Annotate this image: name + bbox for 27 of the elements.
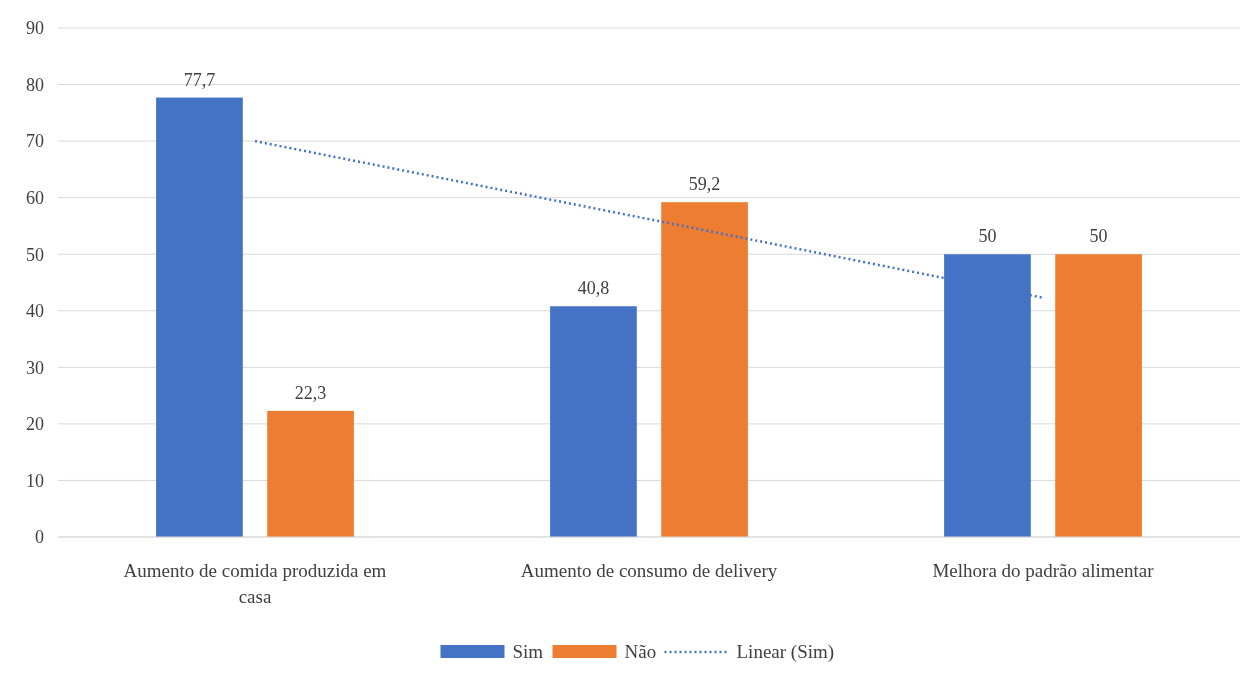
legend-label: Linear (Sim) bbox=[736, 641, 835, 663]
legend-label: Não bbox=[624, 641, 657, 662]
data-label: 22,3 bbox=[294, 382, 327, 403]
bar bbox=[267, 410, 354, 537]
y-tick-label: 30 bbox=[26, 357, 44, 378]
bar bbox=[1055, 254, 1142, 537]
y-tick-label: 0 bbox=[35, 527, 44, 548]
x-tick-label: Aumento de comida produzida em casa bbox=[123, 560, 387, 607]
y-tick-label: 60 bbox=[26, 187, 44, 208]
data-label: 50 bbox=[978, 226, 997, 247]
y-tick-label: 80 bbox=[26, 74, 44, 95]
y-tick-label: 20 bbox=[26, 414, 44, 435]
data-label: 59,2 bbox=[688, 174, 721, 195]
y-tick-label: 70 bbox=[26, 131, 44, 152]
data-label: 50 bbox=[1089, 226, 1108, 247]
bar bbox=[156, 97, 243, 537]
data-label: 40,8 bbox=[577, 278, 610, 299]
x-tick-label: Aumento de consumo de delivery bbox=[520, 560, 778, 581]
y-tick-label: 50 bbox=[26, 244, 44, 265]
bar bbox=[550, 306, 637, 537]
y-tick-label: 90 bbox=[26, 18, 44, 39]
y-tick-label: 10 bbox=[26, 470, 44, 491]
bar bbox=[661, 202, 748, 537]
x-tick-label: Melhora do padrão alimentar bbox=[932, 560, 1155, 581]
y-tick-label: 40 bbox=[26, 301, 44, 322]
data-label: 77,7 bbox=[183, 69, 216, 90]
legend-label: Sim bbox=[512, 641, 544, 662]
